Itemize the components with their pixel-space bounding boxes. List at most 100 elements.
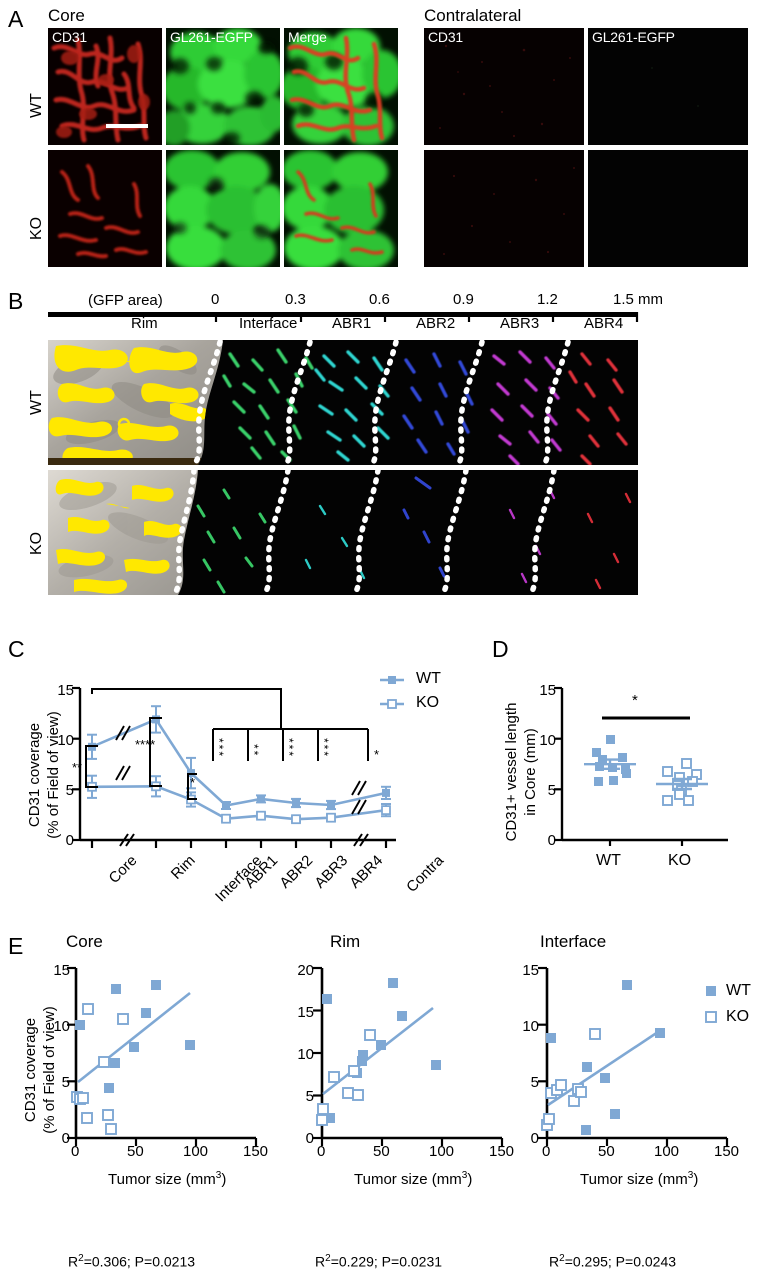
panel-c-xtick-abr4: ABR4: [346, 852, 387, 892]
micrograph-cd31-wt-contra: [424, 28, 584, 145]
panel-c-sig-abr1: ***: [212, 738, 226, 759]
panel-d-plot: [554, 686, 728, 846]
panel-e-core-stats-rest: =0.306; P=0.0213: [83, 1253, 196, 1270]
panel-e-interface-points-wt: [546, 980, 665, 1135]
panel-e-interface-fit-line: [547, 1028, 662, 1107]
panel-e-rim-title: Rim: [330, 932, 361, 951]
panel-c-errorbars-wt: [87, 705, 391, 811]
panel-a-group-left-title: Core: [48, 6, 85, 25]
panel-d-points-ko: [662, 758, 702, 806]
axis-break-x2: [353, 833, 369, 847]
panel-e-core-stats-sup: 2: [78, 1253, 84, 1264]
panel-c-sig-contra: *: [374, 747, 380, 762]
micrograph-cd31-ko-contra: [424, 150, 584, 267]
panel-e-core-xlabel: Tumor size (mm3): [108, 1170, 226, 1188]
panel-e-legend-symbols: [705, 986, 717, 1023]
panel-b-ruler-tick-5: 1.5 mm: [613, 291, 664, 308]
panel-e-core-title: Core: [66, 932, 103, 951]
panel-c-sig-abr2: **: [247, 744, 261, 758]
scale-bar: [106, 124, 148, 128]
panel-e-core-xlabel-main: Tumor size (mm: [108, 1171, 216, 1188]
micrograph-gfp-ko-core: [166, 150, 280, 267]
panel-c-sig-interface: *: [190, 775, 196, 790]
panel-c-xtick-core: Core: [105, 852, 141, 888]
panel-e-core-xtick-50: 50: [127, 1143, 144, 1160]
panel-e-core-ytick-5: 5: [61, 1074, 70, 1091]
panel-c-ylabel-line1: CD31 coverage: [26, 722, 43, 828]
panel-e-rim-fit-line: [322, 1006, 434, 1096]
panel-e-core-fit-line: [77, 991, 191, 1084]
panel-a-tile-wt-contra-gfp: GL261-EGFP: [588, 28, 748, 145]
panel-e-rim-xlabel-sup: 3: [461, 1170, 468, 1181]
panel-c-letter: C: [8, 636, 25, 662]
panel-e-core-ytick-0: 0: [61, 1130, 70, 1147]
panel-e-interface-points-ko: [541, 1028, 601, 1131]
panel-e-interface-xtick-0: 0: [542, 1143, 551, 1160]
panel-c-ytick-10: 10: [57, 732, 74, 749]
panel-b-zone-label-rim: Rim: [131, 315, 158, 332]
panel-b-ruler-tick-0: 0: [211, 291, 220, 308]
panel-e-ylabel-line1: CD31 coverage: [22, 1017, 39, 1123]
panel-e-interface-xtick-50: 50: [598, 1143, 615, 1160]
panel-d-mean-wt: [584, 758, 636, 771]
panel-e-rim-stats-sup: 2: [325, 1253, 331, 1264]
panel-e-interface-ytick-5: 5: [530, 1074, 539, 1091]
panel-a-tile-ko-gfp: [166, 150, 280, 267]
panel-c-legend-label-ko: KO: [416, 694, 440, 711]
panel-b-ruler-tick-2: 0.6: [369, 291, 390, 308]
legend-marker-wt-e: [706, 986, 716, 996]
panel-e-interface-xtick-150: 150: [714, 1143, 740, 1160]
panel-c-xtick-contra: Contra: [403, 852, 448, 896]
panel-c-series-ko-line: [91, 784, 387, 821]
axis-break-x1: [119, 833, 135, 847]
legend-marker-ko: [380, 699, 404, 709]
legend-marker-ko-e: [705, 1011, 717, 1023]
panel-c-sig-abr4: ***: [317, 738, 331, 759]
panel-d-ytick-0: 0: [547, 832, 556, 849]
panel-a-tile-label-cd31-wt: CD31: [52, 29, 87, 45]
panel-e-core-xtick-100: 100: [183, 1143, 209, 1160]
panel-a-tile-wt-contra-cd31: CD31: [424, 28, 584, 145]
panel-d-xtick-wt: WT: [596, 852, 621, 869]
panel-e-interface-stats: R2=0.295; P=0.0243: [549, 1253, 676, 1270]
legend-marker-wt: [380, 676, 404, 684]
panel-b-ruler-tick-3: 0.9: [453, 291, 474, 308]
panel-b-micrograph-ko: [48, 470, 638, 595]
panel-d-letter: D: [492, 636, 509, 662]
panel-a-tile-wt-merge: Merge: [284, 28, 398, 145]
panel-c-sig-bracket-long: [91, 688, 282, 728]
panel-d-sig-star: *: [632, 692, 638, 709]
panel-b-zone-label-abr2: ABR2: [416, 315, 456, 332]
panel-b-strip-wt: [48, 340, 638, 465]
micrograph-cd31-ko-core: [48, 150, 162, 267]
panel-e-core-xlabel-end: ): [221, 1171, 227, 1188]
panel-e-legend-label-ko: KO: [726, 1008, 750, 1025]
panel-e-core-xtick-0: 0: [71, 1143, 80, 1160]
panel-c-ytick-0: 0: [65, 832, 74, 849]
panel-c-sig-rim: ****: [135, 737, 156, 752]
panel-d-ytick-15: 15: [539, 682, 556, 699]
panel-c-sig-bracket-interface: [187, 773, 197, 800]
panel-e-core-ytick-10: 10: [53, 1018, 70, 1035]
panel-e-interface-stats-rest: =0.295; P=0.0243: [564, 1253, 677, 1270]
panel-d-ytick-5: 5: [547, 782, 556, 799]
panel-a-row-label-ko: KO: [28, 216, 45, 240]
panel-e-rim-ytick-15: 15: [297, 1004, 314, 1021]
panel-c-ytick-5: 5: [65, 782, 74, 799]
panel-b-ruler-tick-1: 0.3: [285, 291, 306, 308]
panel-e-interface-xlabel-main: Tumor size (mm: [580, 1171, 688, 1188]
panel-a-tile-ko-contra-cd31: [424, 150, 584, 267]
panel-d-xtick-ko: KO: [668, 852, 692, 869]
panel-b-zone-label-abr3: ABR3: [500, 315, 540, 332]
panel-c-sig-abr3: ***: [282, 738, 296, 759]
panel-e-rim-ytick-20: 20: [297, 962, 314, 979]
panel-e-core-points-wt: [75, 980, 195, 1093]
panel-c-sig-bracket-rim: [149, 717, 162, 787]
panel-e-interface-plot: [538, 966, 729, 1146]
panel-c-sig-core: **: [72, 760, 83, 775]
panel-c-plot: [72, 686, 396, 848]
panel-c-legend-label-wt: WT: [416, 670, 441, 687]
panel-e-rim-plot: [313, 966, 504, 1146]
panel-e-interface-xtick-100: 100: [654, 1143, 680, 1160]
panel-e-core-stats: R2=0.306; P=0.0213: [68, 1253, 195, 1270]
